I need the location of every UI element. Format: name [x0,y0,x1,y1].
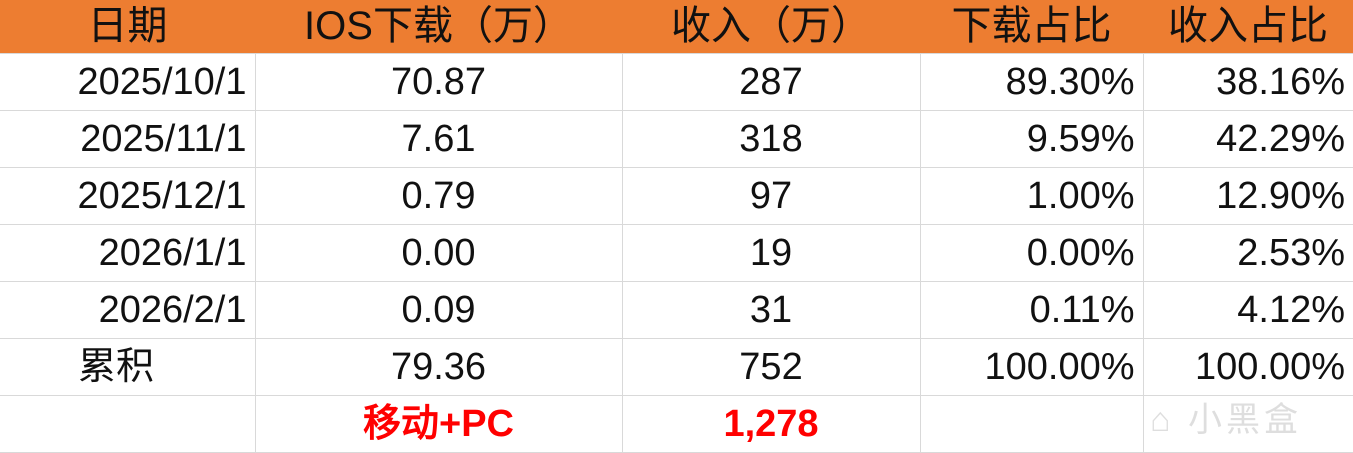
date-cell: 2025/12/1 [0,167,256,225]
empty-cell [919,395,1144,453]
revenue-cell: 97 [621,167,921,225]
download-share-cell: 1.00% [919,167,1144,225]
mobile-pc-row: 移动+PC 1,278 [0,395,1353,453]
total-date-cell: 累积 [0,338,256,396]
revenue-share-cell: 38.16% [1142,53,1353,111]
table-row: 2025/12/1 0.79 97 1.00% 12.90% [0,167,1353,225]
download-share-cell: 0.11% [919,281,1144,339]
revenue-cell: 287 [621,53,921,111]
mobile-pc-revenue: 1,278 [621,395,921,453]
ios-downloads-cell: 7.61 [254,110,623,168]
ios-downloads-cell: 0.09 [254,281,623,339]
table-row: 2026/1/1 0.00 19 0.00% 2.53% [0,224,1353,282]
mobile-pc-label: 移动+PC [254,395,623,453]
watermark-logo: ⌂ 小黑盒 [1150,401,1302,439]
total-revenue-share-cell: 100.00% [1142,338,1353,396]
download-share-cell: 0.00% [919,224,1144,282]
date-cell: 2025/10/1 [0,53,256,111]
revenue-cell: 318 [621,110,921,168]
ios-downloads-cell: 0.00 [254,224,623,282]
table-row: 2025/10/1 70.87 287 89.30% 38.16% [0,53,1353,111]
header-download-share: 下载占比 [920,0,1143,54]
total-revenue-cell: 752 [621,338,921,396]
table-row: 2026/2/1 0.09 31 0.11% 4.12% [0,281,1353,339]
ios-downloads-cell: 0.79 [254,167,623,225]
table-row: 2025/11/1 7.61 318 9.59% 42.29% [0,110,1353,168]
header-row: 日期 IOS下载（万） 收入（万） 下载占比 收入占比 [0,0,1353,54]
date-cell: 2026/1/1 [0,224,256,282]
header-revenue: 收入（万） [622,0,920,54]
revenue-share-cell: 42.29% [1142,110,1353,168]
download-share-cell: 89.30% [919,53,1144,111]
download-share-cell: 9.59% [919,110,1144,168]
ios-downloads-cell: 70.87 [254,53,623,111]
revenue-share-cell: 12.90% [1142,167,1353,225]
revenue-share-cell: 2.53% [1142,224,1353,282]
total-download-share-cell: 100.00% [919,338,1144,396]
revenue-share-cell: 4.12% [1142,281,1353,339]
empty-cell [0,395,256,453]
revenue-cell: 31 [621,281,921,339]
header-ios-downloads: IOS下载（万） [255,0,622,54]
header-revenue-share: 收入占比 [1143,0,1353,54]
total-row: 累积 79.36 752 100.00% 100.00% [0,338,1353,396]
revenue-cell: 19 [621,224,921,282]
date-cell: 2026/2/1 [0,281,256,339]
header-date: 日期 [0,0,255,54]
total-ios-downloads-cell: 79.36 [254,338,623,396]
date-cell: 2025/11/1 [0,110,256,168]
empty-cell [1142,395,1353,453]
